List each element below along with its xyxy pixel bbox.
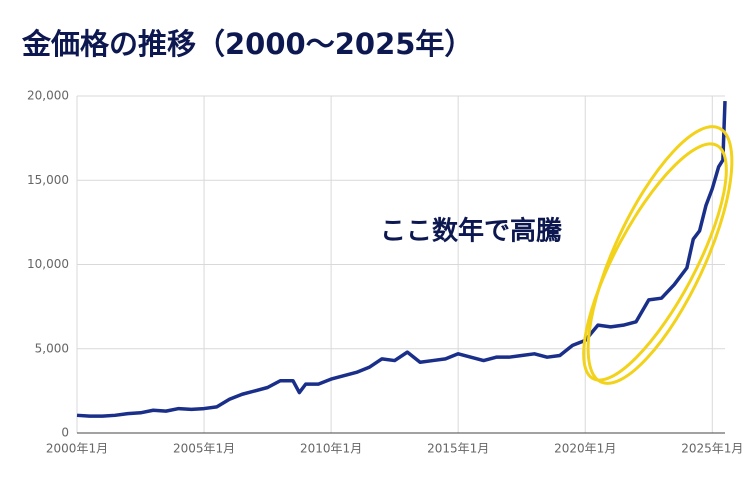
- series-line: [76, 100, 727, 418]
- grid: 0 5,000 10,000 15,000 20,000 2000年1月 2005年1月 20…: [27, 89, 743, 456]
- highlight-ellipse: [582, 125, 734, 385]
- chart-title: 金価格の推移（2000〜2025年）: [21, 27, 473, 61]
- x-tick-label: 2015年1月: [427, 442, 489, 456]
- x-tick-label: 2025年1月: [681, 442, 743, 456]
- x-tick-label: 2000年1月: [46, 442, 108, 456]
- y-tick-label: 15,000: [27, 173, 69, 187]
- annotation: ここ数年で高騰: [380, 216, 562, 247]
- y-tick-label: 10,000: [27, 257, 69, 271]
- x-tick-label: 2020年1月: [554, 442, 616, 456]
- plot: [76, 100, 727, 418]
- y-tick-label: 0: [61, 426, 69, 440]
- x-tick-label: 2010年1月: [300, 442, 362, 456]
- y-tick-label: 5,000: [35, 341, 69, 355]
- x-tick-label: 2005年1月: [173, 442, 235, 456]
- y-tick-label: 20,000: [27, 89, 69, 103]
